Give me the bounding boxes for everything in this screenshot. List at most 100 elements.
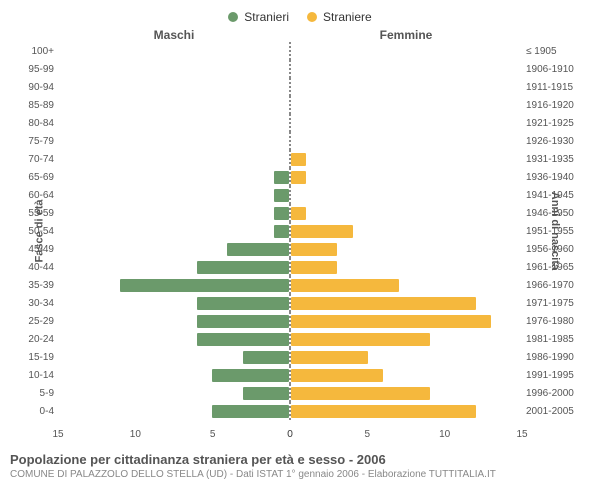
column-headers: Maschi Femmine <box>10 28 590 42</box>
chart-row: 45-491956-1960 <box>10 240 590 258</box>
age-label: 25-29 <box>10 316 58 327</box>
legend: Stranieri Straniere <box>10 10 590 24</box>
chart-row: 5-9 1996-2000 <box>10 384 590 402</box>
bar-female <box>291 243 337 256</box>
birth-label: 1921-1925 <box>522 118 590 129</box>
age-label: 40-44 <box>10 262 58 273</box>
legend-label-male: Stranieri <box>244 10 289 24</box>
chart-row: 35-39 1966-1970 <box>10 276 590 294</box>
age-label: 70-74 <box>10 154 58 165</box>
swatch-male <box>228 12 238 22</box>
bar-female <box>291 297 476 310</box>
bar-female <box>291 369 383 382</box>
age-label: 85-89 <box>10 100 58 111</box>
x-tick: 15 <box>516 429 527 440</box>
chart-row: 75-79 1926-1930 <box>10 132 590 150</box>
chart-row: 25-29 1976-1980 <box>10 312 590 330</box>
chart-row: 80-84 1921-1925 <box>10 114 590 132</box>
chart-row: 10-141991-1995 <box>10 366 590 384</box>
legend-item-male: Stranieri <box>228 10 289 24</box>
legend-item-female: Straniere <box>307 10 372 24</box>
x-tick: 5 <box>210 429 216 440</box>
birth-label: 1981-1985 <box>522 334 590 345</box>
bar-female <box>291 315 491 328</box>
pyramid-chart: Fasce di età Anni di nascita 100+ ≤ 1905 9… <box>10 42 590 420</box>
bar-female <box>291 261 337 274</box>
bar-male <box>274 189 289 202</box>
age-label: 100+ <box>10 46 58 57</box>
bar-male <box>212 405 289 418</box>
birth-label: 1906-1910 <box>522 64 590 75</box>
x-tick: 5 <box>365 429 371 440</box>
chart-row: 100+ ≤ 1905 <box>10 42 590 60</box>
bar-female <box>291 153 306 166</box>
chart-row: 40-441961-1965 <box>10 258 590 276</box>
bar-male <box>274 225 289 238</box>
x-tick: 10 <box>130 429 141 440</box>
age-label: 0-4 <box>10 406 58 417</box>
y-axis-title-right: Anni di nascita <box>549 192 561 270</box>
birth-label: 1991-1995 <box>522 370 590 381</box>
age-label: 5-9 <box>10 388 58 399</box>
chart-subtitle: COMUNE DI PALAZZOLO DELLO STELLA (UD) - … <box>10 469 590 480</box>
x-tick: 15 <box>52 429 63 440</box>
birth-label: ≤ 1905 <box>522 46 590 57</box>
bar-male <box>243 387 289 400</box>
bar-female <box>291 207 306 220</box>
age-label: 95-99 <box>10 64 58 75</box>
birth-label: 1986-1990 <box>522 352 590 363</box>
chart-row: 60-641941-1945 <box>10 186 590 204</box>
age-label: 90-94 <box>10 82 58 93</box>
birth-label: 1911-1915 <box>522 82 590 93</box>
age-label: 35-39 <box>10 280 58 291</box>
bar-female <box>291 405 476 418</box>
bar-female <box>291 171 306 184</box>
chart-title: Popolazione per cittadinanza straniera p… <box>10 452 590 467</box>
chart-row: 85-89 1916-1920 <box>10 96 590 114</box>
chart-row: 15-19 1986-1990 <box>10 348 590 366</box>
bar-male <box>274 207 289 220</box>
bar-female <box>291 279 399 292</box>
chart-row: 55-591946-1950 <box>10 204 590 222</box>
birth-label: 1966-1970 <box>522 280 590 291</box>
chart-row: 70-74 1931-1935 <box>10 150 590 168</box>
birth-label: 1926-1930 <box>522 136 590 147</box>
chart-row: 30-34 1971-1975 <box>10 294 590 312</box>
bar-male <box>227 243 289 256</box>
bar-male <box>197 261 289 274</box>
birth-label: 1976-1980 <box>522 316 590 327</box>
chart-row: 50-541951-1955 <box>10 222 590 240</box>
age-label: 75-79 <box>10 136 58 147</box>
birth-label: 1936-1940 <box>522 172 590 183</box>
bar-male <box>212 369 289 382</box>
header-left: Maschi <box>58 28 290 42</box>
birth-label: 2001-2005 <box>522 406 590 417</box>
age-label: 65-69 <box>10 172 58 183</box>
chart-row: 95-99 1906-1910 <box>10 60 590 78</box>
birth-label: 1971-1975 <box>522 298 590 309</box>
swatch-female <box>307 12 317 22</box>
birth-label: 1996-2000 <box>522 388 590 399</box>
birth-label: 1931-1935 <box>522 154 590 165</box>
age-label: 30-34 <box>10 298 58 309</box>
x-axis: 151050 051015 <box>10 420 590 438</box>
bar-male <box>274 171 289 184</box>
y-axis-title-left: Fasce di età <box>33 200 45 263</box>
chart-row: 90-94 1911-1915 <box>10 78 590 96</box>
x-tick: 0 <box>287 429 293 440</box>
bar-female <box>291 333 430 346</box>
age-label: 15-19 <box>10 352 58 363</box>
bar-male <box>197 315 289 328</box>
bar-male <box>120 279 289 292</box>
age-label: 20-24 <box>10 334 58 345</box>
chart-row: 65-69 1936-1940 <box>10 168 590 186</box>
bar-male <box>197 297 289 310</box>
bar-male <box>243 351 289 364</box>
birth-label: 1916-1920 <box>522 100 590 111</box>
bar-male <box>197 333 289 346</box>
legend-label-female: Straniere <box>323 10 372 24</box>
age-label: 80-84 <box>10 118 58 129</box>
bar-female <box>291 225 353 238</box>
bar-female <box>291 351 368 364</box>
chart-row: 0-4 2001-2005 <box>10 402 590 420</box>
